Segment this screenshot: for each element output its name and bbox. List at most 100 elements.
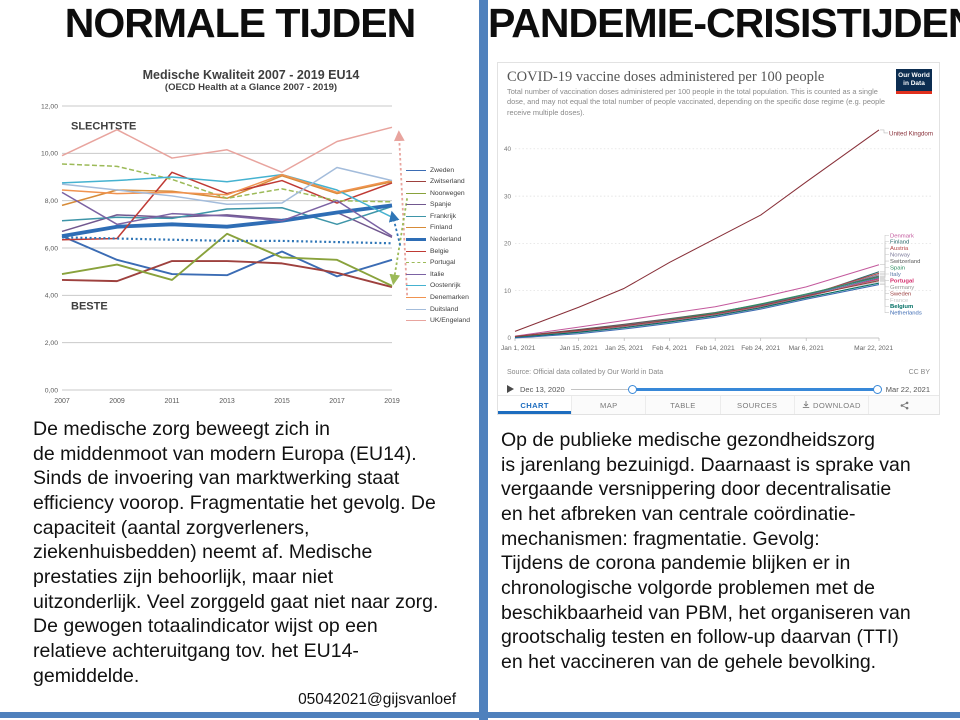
series-Frankrijk — [61, 205, 393, 226]
owid-series-label: Switzerland — [890, 259, 920, 265]
timeline-slider[interactable] — [570, 384, 882, 394]
owid-x-tick: Jan 25, 2021 — [605, 345, 643, 352]
share-icon — [900, 401, 908, 409]
owid-tab-map[interactable]: MAP — [572, 396, 647, 414]
left-x-tick: 2009 — [109, 398, 125, 405]
left-chart-title: Medische Kwaliteit 2007 - 2019 EU14 — [142, 68, 360, 82]
owid-logo-line2: in Data — [903, 80, 925, 88]
owid-y-tick: 10 — [504, 288, 512, 295]
owid-series-label: France — [890, 298, 909, 304]
legend-label: Finland — [429, 224, 453, 232]
owid-series-label: Belgium — [890, 304, 913, 310]
legend-item: Oostenrijk — [405, 282, 470, 290]
left-title: NORMALE TIJDEN — [64, 0, 416, 46]
timeline-start-handle[interactable] — [628, 384, 638, 394]
timeline-end-handle[interactable] — [872, 384, 882, 394]
legend-line-sample — [405, 285, 426, 287]
left-chart: Medische Kwaliteit 2007 - 2019 EU14 (OEC… — [30, 62, 472, 414]
owid-x-tick: Mar 6, 2021 — [789, 345, 825, 352]
series-UK/Engeland — [61, 126, 393, 174]
series-Netherlands — [514, 284, 880, 339]
right-paragraph: Op de publieke medische gezondheidszorg … — [501, 429, 911, 673]
play-button[interactable] — [507, 385, 514, 393]
owid-timeline: Dec 13, 2020 Mar 22, 2021 — [507, 381, 930, 397]
legend-item: Spanje — [405, 201, 470, 209]
legend-label: Zweden — [429, 166, 455, 174]
left-x-tick: 2011 — [164, 398, 179, 405]
legend-item: Belgie — [405, 247, 470, 255]
owid-tab-label: DOWNLOAD — [812, 400, 861, 410]
owid-x-tick: Feb 14, 2021 — [696, 345, 735, 352]
series-Norway — [514, 274, 880, 338]
legend-line-sample — [405, 308, 426, 310]
owid-x-tick: Jan 15, 2021 — [560, 345, 598, 352]
chart-annotation: SLECHTSTE — [71, 121, 136, 133]
chart-annotation: BESTE — [71, 301, 108, 313]
owid-chart-plot: 0 10 20 30 40 Jan 1, 2021 Jan 15, 2021 Jan 25, … — [501, 129, 933, 352]
series-Italie — [61, 191, 393, 237]
legend-line-sample — [405, 250, 426, 252]
series-Zweden — [61, 235, 393, 278]
owid-logo[interactable]: Our World in Data — [896, 69, 932, 94]
left-y-tick: 4,00 — [45, 293, 58, 300]
legend-item: Zwitserland — [405, 178, 470, 186]
left-y-tick: 12,00 — [41, 103, 58, 110]
owid-series-label: Denmark — [890, 233, 914, 239]
owid-y-tick: 30 — [504, 193, 512, 200]
owid-chart-card: COVID-19 vaccine doses administered per … — [497, 62, 940, 415]
legend-line-sample — [405, 215, 426, 217]
legend-item: Duitsland — [405, 305, 470, 313]
owid-tab-table[interactable]: TABLE — [646, 396, 721, 414]
timeline-end-date: Mar 22, 2021 — [885, 384, 930, 394]
divider-bar — [479, 0, 488, 720]
owid-tab-sources[interactable]: SOURCES — [721, 396, 795, 414]
owid-series-label: Austria — [890, 246, 909, 252]
legend-line-sample — [405, 192, 426, 194]
left-chart-legend: Zweden Zwitserland Noorwegen Spanje Frankrij… — [405, 166, 470, 325]
series-Denmark — [514, 264, 880, 337]
legend-item: Italie — [405, 270, 470, 278]
legend-item: Portugal — [405, 259, 470, 267]
series-Oostenrijk — [61, 173, 393, 218]
owid-tab-bar: CHART MAP TABLE SOURCES DOWNLOAD — [498, 395, 939, 414]
owid-tab-chart[interactable]: CHART — [498, 396, 573, 414]
legend-item: Denemarken — [405, 294, 470, 302]
owid-x-tick: Jan 1, 2021 — [501, 345, 536, 352]
left-y-tick: 10,00 — [41, 151, 58, 158]
owid-series-label: Italy — [890, 272, 901, 278]
series-Zwitserland — [61, 260, 393, 288]
legend-item: Finland — [405, 224, 470, 232]
owid-tab-share[interactable] — [869, 396, 939, 414]
legend-line-sample — [405, 238, 426, 242]
series-Duitsland — [61, 166, 393, 205]
credit-handle: 05042021@gijsvanloef — [298, 691, 456, 708]
right-title: PANDEMIE-CRISISTIJDEN — [488, 0, 960, 46]
series-Belgium — [514, 282, 880, 339]
legend-label: Italie — [429, 270, 445, 278]
owid-chart-title: COVID-19 vaccine doses administered per … — [507, 69, 825, 85]
owid-license-link[interactable]: CC BY — [908, 369, 930, 376]
left-y-tick: 8,00 — [45, 198, 58, 205]
legend-label: Oostenrijk — [429, 282, 461, 290]
legend-label: Zwitserland — [429, 178, 465, 186]
bottom-accent-bar — [0, 712, 960, 718]
legend-line-sample — [405, 297, 426, 299]
legend-label: Duitsland — [429, 305, 459, 313]
legend-line-sample — [405, 227, 426, 229]
series-Portugal — [61, 163, 393, 203]
left-x-tick: 2007 — [54, 398, 70, 405]
owid-x-tick: Feb 24, 2021 — [741, 345, 780, 352]
legend-line-sample — [405, 169, 426, 171]
owid-series-label: Finland — [890, 240, 909, 246]
owid-chart-subtitle: Total number of vaccination doses admini… — [507, 87, 885, 117]
trend-arrow — [388, 210, 402, 246]
owid-series-label: United Kingdom — [889, 130, 933, 137]
legend-label: UK/Engeland — [429, 317, 470, 325]
owid-source-text: Source: Official data collated by Our Wo… — [507, 369, 664, 376]
owid-series-label: Sweden — [890, 291, 911, 297]
legend-item: UK/Engeland — [405, 317, 470, 325]
owid-tab-download[interactable]: DOWNLOAD — [795, 396, 870, 414]
timeline-selected-range — [632, 387, 880, 391]
left-y-tick: 2,00 — [45, 340, 58, 347]
